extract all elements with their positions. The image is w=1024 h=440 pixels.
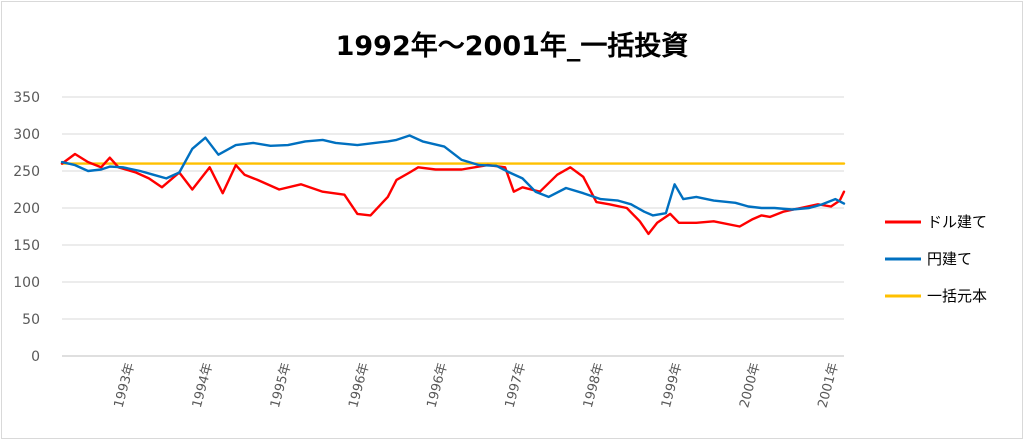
grid-lines	[62, 96, 844, 357]
legend-label: 円建て	[927, 250, 972, 268]
y-tick-label: 100	[13, 275, 40, 291]
y-tick-label: 150	[13, 238, 40, 254]
y-tick-labels: 0 50 100 150 200 250 300 350	[13, 90, 40, 365]
x-tick-labels: 1993年 1994年 1995年 1996年 1996年 1997年 1998年 1999年…	[112, 361, 842, 409]
y-tick-label: 200	[13, 201, 40, 217]
x-tick-label: 1998年	[581, 361, 607, 409]
x-tick-label: 1999年	[659, 361, 685, 409]
y-tick-label: 350	[13, 90, 40, 106]
legend-label: ドル建て	[927, 213, 987, 231]
x-tick-label: 2000年	[737, 361, 763, 409]
legend-label: 一括元本	[927, 287, 987, 305]
series-line-1	[60, 134, 846, 217]
series-lines	[60, 134, 846, 236]
x-tick-label: 1993年	[112, 361, 138, 409]
x-tick-label: 1996年	[424, 361, 450, 409]
x-tick-label: 1997年	[503, 361, 529, 409]
x-tick-label: 1994年	[190, 361, 216, 409]
y-tick-label: 250	[13, 164, 40, 180]
chart-title: 1992年～2001年_一括投資	[335, 31, 689, 62]
x-tick-label: 2001年	[815, 361, 841, 409]
y-tick-label: 300	[13, 127, 40, 143]
series-line-0	[60, 152, 846, 236]
y-tick-label: 50	[22, 312, 40, 328]
x-tick-label: 1995年	[268, 361, 294, 409]
y-tick-label: 0	[31, 349, 40, 365]
x-tick-label: 1996年	[346, 361, 372, 409]
